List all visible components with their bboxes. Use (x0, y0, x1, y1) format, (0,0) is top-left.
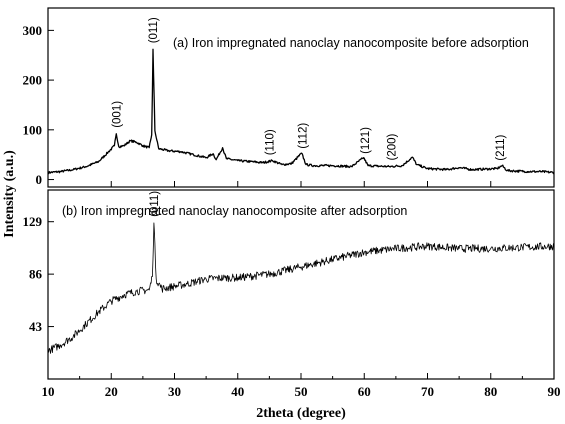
panel-b-title: (b) Iron impregnated nanoclay nanocompos… (62, 204, 407, 218)
series-line (47, 222, 555, 354)
panel-a-title: (a) Iron impregnated nanoclay nanocompos… (173, 36, 529, 50)
x-tick-label: 70 (421, 384, 434, 399)
y-tick-label: 0 (36, 172, 43, 187)
y-tick-label: 200 (23, 73, 43, 88)
panel-b-content: 43 86 129 (011) (23, 191, 555, 354)
x-axis-title: 2theta (degree) (256, 406, 346, 421)
peak-label: (211) (495, 135, 507, 161)
y-tick-label: 300 (23, 23, 43, 38)
x-tick-label: 90 (548, 384, 561, 399)
y-tick-label: 129 (23, 214, 43, 229)
peak-label: (121) (360, 127, 372, 154)
series-line (47, 48, 555, 175)
peak-label: (001) (111, 101, 123, 128)
x-tick-label: 40 (231, 384, 244, 399)
panel-b-frame (47, 189, 555, 380)
x-axis-ticks: 10 20 30 40 50 60 70 80 90 (42, 181, 561, 399)
panel-a-content: 0 100 200 300 (001) (011) (110) (112) (121) (200)… (23, 17, 555, 187)
y-tick-label: 100 (23, 122, 43, 137)
x-tick-label: 20 (105, 384, 118, 399)
peak-label: (011) (149, 191, 161, 217)
x-tick-label: 60 (358, 384, 371, 399)
peak-label: (011) (148, 17, 160, 43)
plot-frame (47, 189, 555, 380)
panel-a-frame (47, 7, 555, 188)
plot-frame (47, 7, 555, 188)
peak-label: (112) (297, 123, 309, 149)
peak-label: (110) (264, 129, 276, 155)
y-tick-label: 43 (29, 319, 43, 334)
x-tick-label: 10 (42, 384, 55, 399)
y-axis-title: Intensity (a.u.) (2, 150, 17, 238)
peak-label: (200) (386, 133, 398, 160)
y-tick-label: 86 (29, 267, 43, 282)
x-tick-label: 80 (484, 384, 497, 399)
x-tick-label: 50 (295, 384, 308, 399)
x-tick-label: 30 (168, 384, 181, 399)
